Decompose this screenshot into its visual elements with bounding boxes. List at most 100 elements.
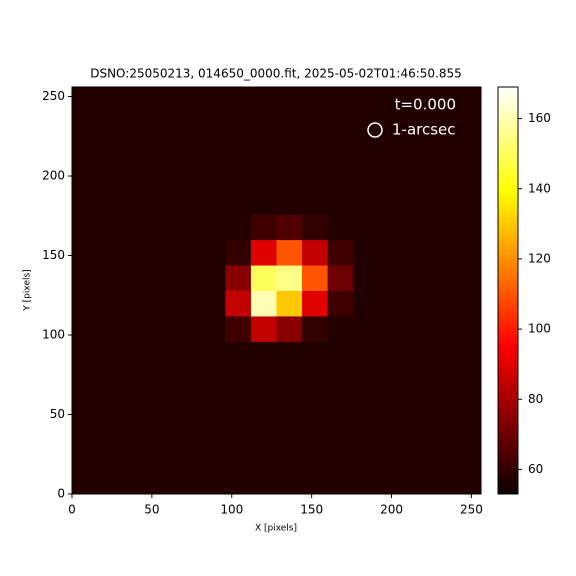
pixel-cell xyxy=(455,239,482,266)
pixel-cell xyxy=(250,214,277,241)
pixel-cell xyxy=(378,417,405,444)
colorbar-band xyxy=(498,416,518,422)
pixel-cell xyxy=(250,188,277,215)
pixel-cell xyxy=(225,265,252,291)
pixel-cell xyxy=(148,366,175,393)
pixel-cell xyxy=(378,188,405,215)
axes-frame xyxy=(71,86,482,495)
pixel-cell xyxy=(302,163,329,190)
colorbar-band xyxy=(498,477,518,483)
pixel-cell xyxy=(429,112,456,139)
pixel-cell xyxy=(97,265,124,291)
pixel-cell xyxy=(353,315,380,342)
pixel-cell xyxy=(199,417,226,444)
colorbar-band xyxy=(498,347,518,353)
pixel-cell xyxy=(378,137,405,164)
colorbar xyxy=(498,87,518,495)
pixel-cell xyxy=(72,239,99,266)
pixel-cell xyxy=(404,265,431,291)
pixel-cell xyxy=(429,87,456,113)
pixel-cell xyxy=(225,417,252,444)
colorbar-band xyxy=(498,380,518,385)
pixel-cell xyxy=(276,366,303,393)
pixel-cell xyxy=(404,341,431,368)
colorbar-band xyxy=(498,217,518,222)
pixel-cell xyxy=(148,112,175,139)
pixel-cell xyxy=(455,443,482,470)
colorbar-band xyxy=(498,367,518,373)
colorbar-band xyxy=(498,327,518,332)
pixel-cell xyxy=(327,112,354,139)
pixel-cell xyxy=(276,341,303,368)
pixel-cell xyxy=(353,112,380,139)
x-tick-label: 50 xyxy=(144,503,159,517)
colorbar-band xyxy=(498,388,518,393)
colorbar-band xyxy=(498,298,518,304)
pixel-cell xyxy=(327,443,354,470)
pixel-cell xyxy=(455,112,482,139)
pixel-cell xyxy=(148,392,175,419)
pixel-cell xyxy=(455,315,482,342)
pixel-cell xyxy=(148,163,175,190)
pixel-cell xyxy=(250,315,277,342)
pixel-cell xyxy=(404,188,431,215)
pixel-cell xyxy=(276,112,303,139)
pixel-cell xyxy=(353,468,380,495)
pixel-cell xyxy=(97,341,124,368)
pixel-cell xyxy=(276,214,303,241)
pixel-cell xyxy=(302,443,329,470)
colorbar-band xyxy=(498,257,518,263)
pixel-cell xyxy=(353,392,380,419)
pixel-cell xyxy=(455,468,482,495)
pixel-cell xyxy=(72,315,99,342)
pixel-cell xyxy=(72,265,99,291)
pixel-cell xyxy=(353,265,380,291)
pixel-cell xyxy=(225,188,252,215)
colorbar-band xyxy=(498,351,518,357)
colorbar-band xyxy=(498,286,518,291)
pixel-cell xyxy=(72,214,99,241)
colorbar-band xyxy=(498,99,518,104)
pixel-cell xyxy=(429,188,456,215)
pixel-cell xyxy=(429,468,456,495)
pixel-cell xyxy=(276,163,303,190)
pixel-cell xyxy=(429,341,456,368)
pixel-cell xyxy=(199,265,226,291)
pixel-cell xyxy=(97,163,124,190)
pixel-cell xyxy=(353,87,380,113)
pixel-cell xyxy=(276,443,303,470)
pixel-cell xyxy=(174,290,201,317)
pixel-cell xyxy=(302,239,329,266)
pixel-cell xyxy=(199,315,226,342)
colorbar-band xyxy=(498,392,518,397)
pixel-cell xyxy=(429,315,456,342)
pixel-cell xyxy=(250,468,277,495)
pixel-cell xyxy=(199,443,226,470)
pixel-cell xyxy=(250,87,277,113)
pixel-cell xyxy=(327,188,354,215)
pixel-cell xyxy=(302,87,329,113)
pixel-cell xyxy=(353,366,380,393)
colorbar-band xyxy=(498,331,518,336)
colorbar-tick-label: 80 xyxy=(528,392,543,406)
colorbar-band xyxy=(498,148,518,153)
pixel-cell xyxy=(276,468,303,495)
pixel-cell xyxy=(302,417,329,444)
colorbar-band xyxy=(498,314,518,320)
time-label: t=0.000 xyxy=(395,96,456,114)
pixel-cell xyxy=(97,392,124,419)
pixel-cell xyxy=(225,163,252,190)
colorbar-band xyxy=(498,375,518,381)
colorbar-band xyxy=(498,396,518,401)
pixel-cell xyxy=(250,112,277,139)
pixel-cell xyxy=(404,214,431,241)
colorbar-tick-label: 140 xyxy=(528,181,551,195)
pixel-cell xyxy=(199,366,226,393)
pixel-cell xyxy=(72,87,99,113)
pixel-cell xyxy=(429,265,456,291)
colorbar-band xyxy=(498,363,518,369)
pixel-cell xyxy=(327,341,354,368)
colorbar-band xyxy=(498,249,518,255)
pixel-cell xyxy=(302,341,329,368)
pixel-cell xyxy=(378,392,405,419)
